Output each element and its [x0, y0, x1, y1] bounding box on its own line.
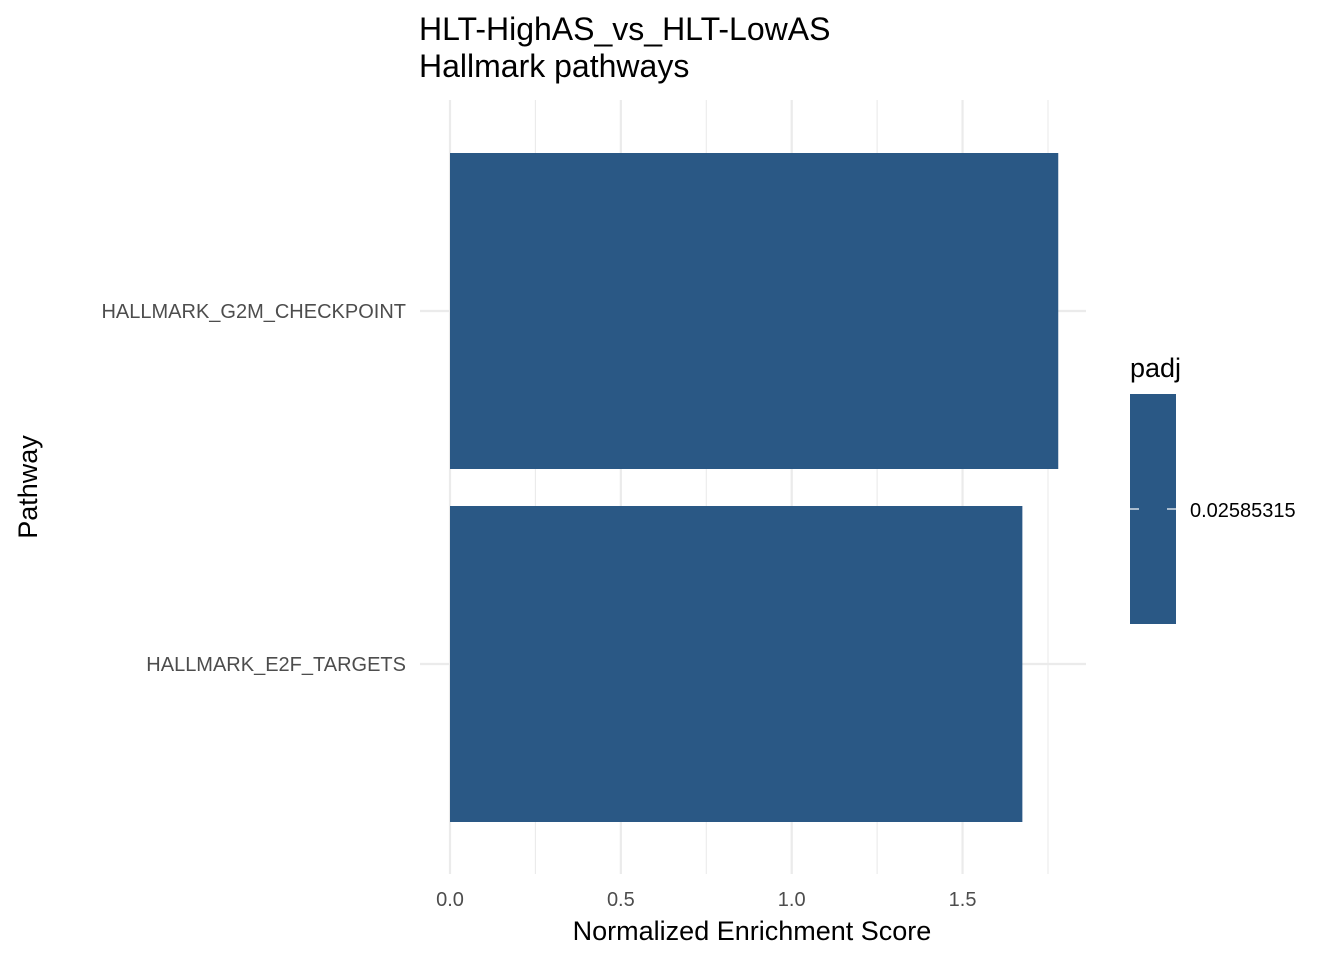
- y-tick-label: HALLMARK_E2F_TARGETS: [146, 654, 406, 676]
- bar: [450, 153, 1059, 469]
- chart-title: HLT-HighAS_vs_HLT-LowAS: [419, 11, 830, 47]
- chart-subtitle: Hallmark pathways: [419, 48, 689, 84]
- bar: [450, 506, 1023, 822]
- x-tick-label: 0.0: [436, 889, 464, 911]
- x-tick-label: 1.5: [949, 889, 977, 911]
- legend-title: padj: [1130, 353, 1181, 383]
- y-axis-title: Pathway: [13, 435, 43, 539]
- legend-label: 0.02585315: [1190, 500, 1296, 522]
- x-axis-title: Normalized Enrichment Score: [573, 916, 932, 946]
- x-tick-label: 0.5: [607, 889, 635, 911]
- y-ticks-layer: HALLMARK_G2M_CHECKPOINT HALLMARK_E2F_TARG…: [101, 301, 406, 676]
- x-ticks-layer: 0.0 0.5 1.0 1.5: [436, 889, 976, 911]
- legend: padj 0.02585315: [1130, 353, 1296, 624]
- y-tick-label: HALLMARK_G2M_CHECKPOINT: [101, 301, 406, 323]
- bars-layer: [450, 153, 1059, 822]
- x-tick-label: 1.0: [778, 889, 806, 911]
